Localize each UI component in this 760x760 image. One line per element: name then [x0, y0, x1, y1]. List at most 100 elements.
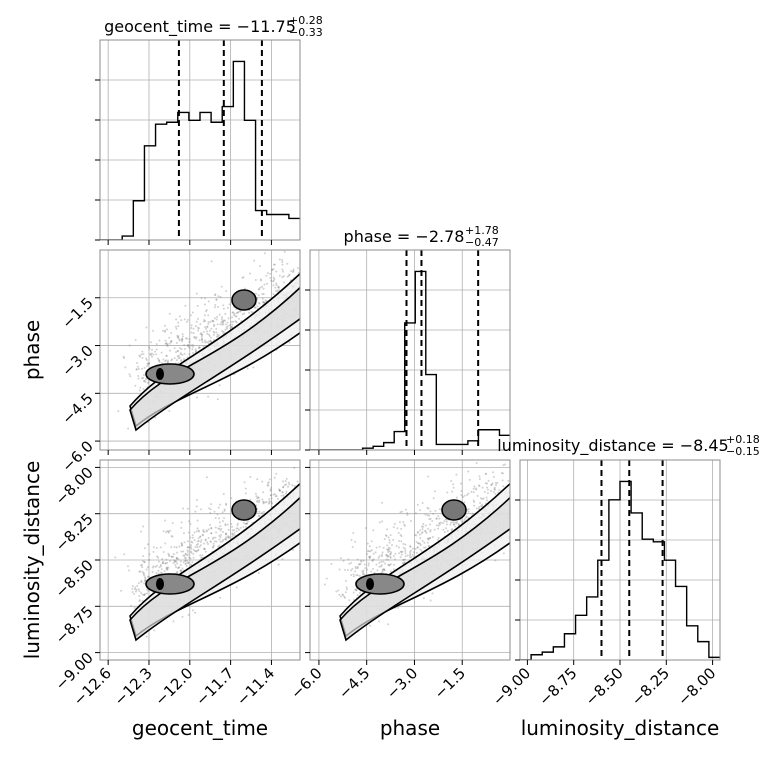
sample-point	[142, 571, 145, 574]
xtick-label-luminosity-distance: −8.75	[535, 664, 580, 709]
sample-point	[199, 333, 202, 336]
sample-point	[210, 527, 213, 530]
sample-point	[412, 555, 415, 558]
sample-point	[143, 561, 146, 564]
sample-point	[281, 491, 284, 494]
sample-point	[224, 323, 227, 326]
sample-point	[285, 483, 288, 486]
sample-point	[160, 571, 163, 574]
sample-point	[230, 325, 233, 328]
ylabel-luminosity-distance: luminosity_distance	[20, 461, 44, 660]
sample-point	[457, 523, 460, 526]
sample-point	[429, 510, 432, 513]
sample-point	[232, 533, 235, 536]
sample-point	[427, 538, 430, 541]
sample-point	[389, 570, 392, 573]
sample-point	[246, 520, 249, 523]
sample-point	[312, 293, 314, 295]
sample-point	[209, 540, 212, 543]
sample-point	[406, 512, 409, 515]
sample-point	[358, 591, 361, 594]
sample-point	[500, 472, 503, 475]
sample-point	[288, 274, 291, 277]
sample-point	[501, 472, 504, 475]
sample-point	[431, 592, 434, 595]
sample-point	[199, 535, 202, 538]
sample-point	[164, 342, 167, 345]
sample-point	[187, 561, 190, 564]
sample-point	[300, 532, 302, 534]
sample-point	[337, 589, 340, 592]
sample-point	[398, 539, 401, 542]
sample-point	[290, 270, 293, 273]
sample-point	[384, 562, 387, 565]
xtick-label-geocent-time: −12.0	[151, 664, 196, 709]
sample-point	[196, 540, 199, 543]
sample-point	[417, 542, 420, 545]
sample-point	[381, 569, 384, 572]
sample-point	[437, 538, 440, 541]
sample-point	[166, 529, 169, 532]
sample-point	[192, 327, 195, 330]
sample-point	[151, 566, 154, 569]
sample-point	[164, 562, 167, 565]
panel-content	[100, 250, 314, 450]
sample-point	[433, 528, 436, 531]
sample-point	[175, 560, 178, 563]
sample-point	[224, 312, 227, 315]
sample-point	[225, 327, 228, 330]
sample-point	[207, 340, 210, 343]
sample-point	[219, 529, 222, 532]
panel-luminosity-distance-vs-geocent-time: −12.6−12.3−12.0−11.7−11.4−9.00−8.75−8.50…	[52, 459, 302, 709]
sample-point	[182, 554, 185, 557]
sample-point	[272, 493, 275, 496]
sample-point	[233, 531, 236, 534]
sample-point	[274, 495, 277, 498]
sample-point	[140, 353, 143, 356]
sample-point	[293, 484, 296, 487]
sample-point	[272, 268, 275, 271]
sample-point	[199, 541, 202, 544]
sample-point	[292, 268, 295, 271]
sample-point	[392, 538, 395, 541]
sample-point	[437, 524, 440, 527]
sample-point	[270, 487, 273, 490]
sample-point	[164, 360, 167, 363]
sample-point	[160, 568, 163, 571]
xlabel-phase: phase	[380, 716, 440, 740]
sample-point	[380, 553, 383, 556]
sample-point	[367, 564, 370, 567]
sample-point	[184, 552, 187, 555]
sample-point	[475, 462, 478, 465]
sample-point	[167, 555, 170, 558]
sample-point	[147, 381, 150, 384]
xtick-label-luminosity-distance: −8.00	[674, 664, 719, 709]
sample-point	[149, 341, 152, 344]
sample-point	[146, 365, 149, 368]
sample-point	[166, 561, 169, 564]
sample-point	[216, 333, 219, 336]
sample-point	[261, 297, 264, 300]
sample-point	[392, 526, 395, 529]
sample-point	[207, 322, 210, 325]
sample-point	[200, 334, 203, 337]
sample-point	[218, 334, 221, 337]
sample-point	[481, 503, 484, 506]
sample-point	[276, 289, 279, 292]
sample-point	[265, 300, 268, 303]
sample-point	[381, 520, 384, 523]
sample-point	[218, 534, 221, 537]
sample-point	[419, 542, 422, 545]
sample-point	[463, 501, 466, 504]
sample-point	[232, 311, 235, 314]
sample-point	[197, 327, 200, 330]
sample-point	[147, 382, 150, 385]
sample-point	[424, 524, 427, 527]
sample-point	[422, 525, 425, 528]
sample-point	[247, 311, 250, 314]
sample-point	[402, 546, 405, 549]
sample-point	[262, 301, 265, 304]
sample-point	[162, 562, 165, 565]
sample-point	[187, 343, 190, 346]
sample-point	[170, 341, 173, 344]
